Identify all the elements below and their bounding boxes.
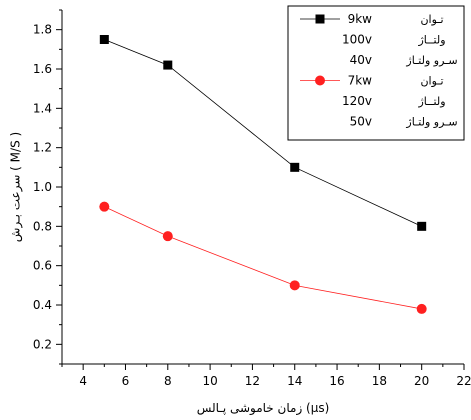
y-ticks: 0.2 0.4 0.6 0.8 1.0 1.2 1.4 1.6 1.8 [33,9,62,365]
legend-label: سـرو ولتـاژ [405,54,457,67]
data-point [99,35,109,44]
data-point [290,162,300,172]
y-tick-label: 1.4 [33,101,52,115]
x-tick-label: 14 [287,374,302,388]
legend-value: 40v [350,53,372,67]
y-tick-label: 1.8 [33,23,52,37]
x-tick-label: 4 [79,374,87,388]
legend-value: 120v [342,94,372,108]
series-line-1 [104,39,422,227]
x-ticks: 4 6 8 10 12 14 16 18 20 22 [61,364,471,388]
data-point [416,303,427,314]
legend-label: تـوان [420,13,443,26]
x-tick-label: 16 [329,374,344,388]
data-point [99,201,110,212]
data-point [289,280,300,291]
x-tick-label: 20 [414,374,429,388]
data-point [417,221,427,231]
legend-label: تـوان [420,75,443,88]
legend-marker [315,14,325,24]
x-tick-label: 6 [122,374,130,388]
y-tick-label: 0.2 [33,337,52,351]
legend-marker [315,75,325,86]
data-point [162,231,173,242]
x-tick-label: 10 [202,374,217,388]
x-tick-label: 22 [456,374,471,388]
legend-value: 7kw [348,74,373,88]
data-point [163,60,173,70]
x-axis-label: زمان خاموشی پـالس (µs) [197,401,330,416]
y-axis-label: سرعت بـرش ( M/S ) [9,132,24,242]
legend-value: 9kw [348,12,373,26]
series-line-2 [104,206,422,310]
x-tick-label: 18 [372,374,387,388]
y-tick-label: 0.6 [33,259,52,273]
x-tick-label: 8 [164,374,172,388]
legend: 9kw تـوان 100v ولتــاژ 40v سـرو ولتـاژ 7kw تـوا… [287,5,465,141]
x-tick-label: 12 [245,374,260,388]
legend-value: 100v [342,33,372,47]
y-tick-label: 1.0 [33,180,52,194]
y-tick-label: 0.8 [33,219,52,233]
y-tick-label: 1.6 [33,62,52,76]
series [99,35,427,314]
legend-label: سـرو ولتـاژ [405,116,457,129]
legend-label: ولتــاژ [417,95,445,108]
legend-label: ولتــاژ [417,34,445,47]
legend-box [287,5,465,141]
y-tick-label: 1.2 [33,141,52,155]
y-tick-label: 0.4 [33,298,52,312]
legend-value: 50v [350,115,372,129]
